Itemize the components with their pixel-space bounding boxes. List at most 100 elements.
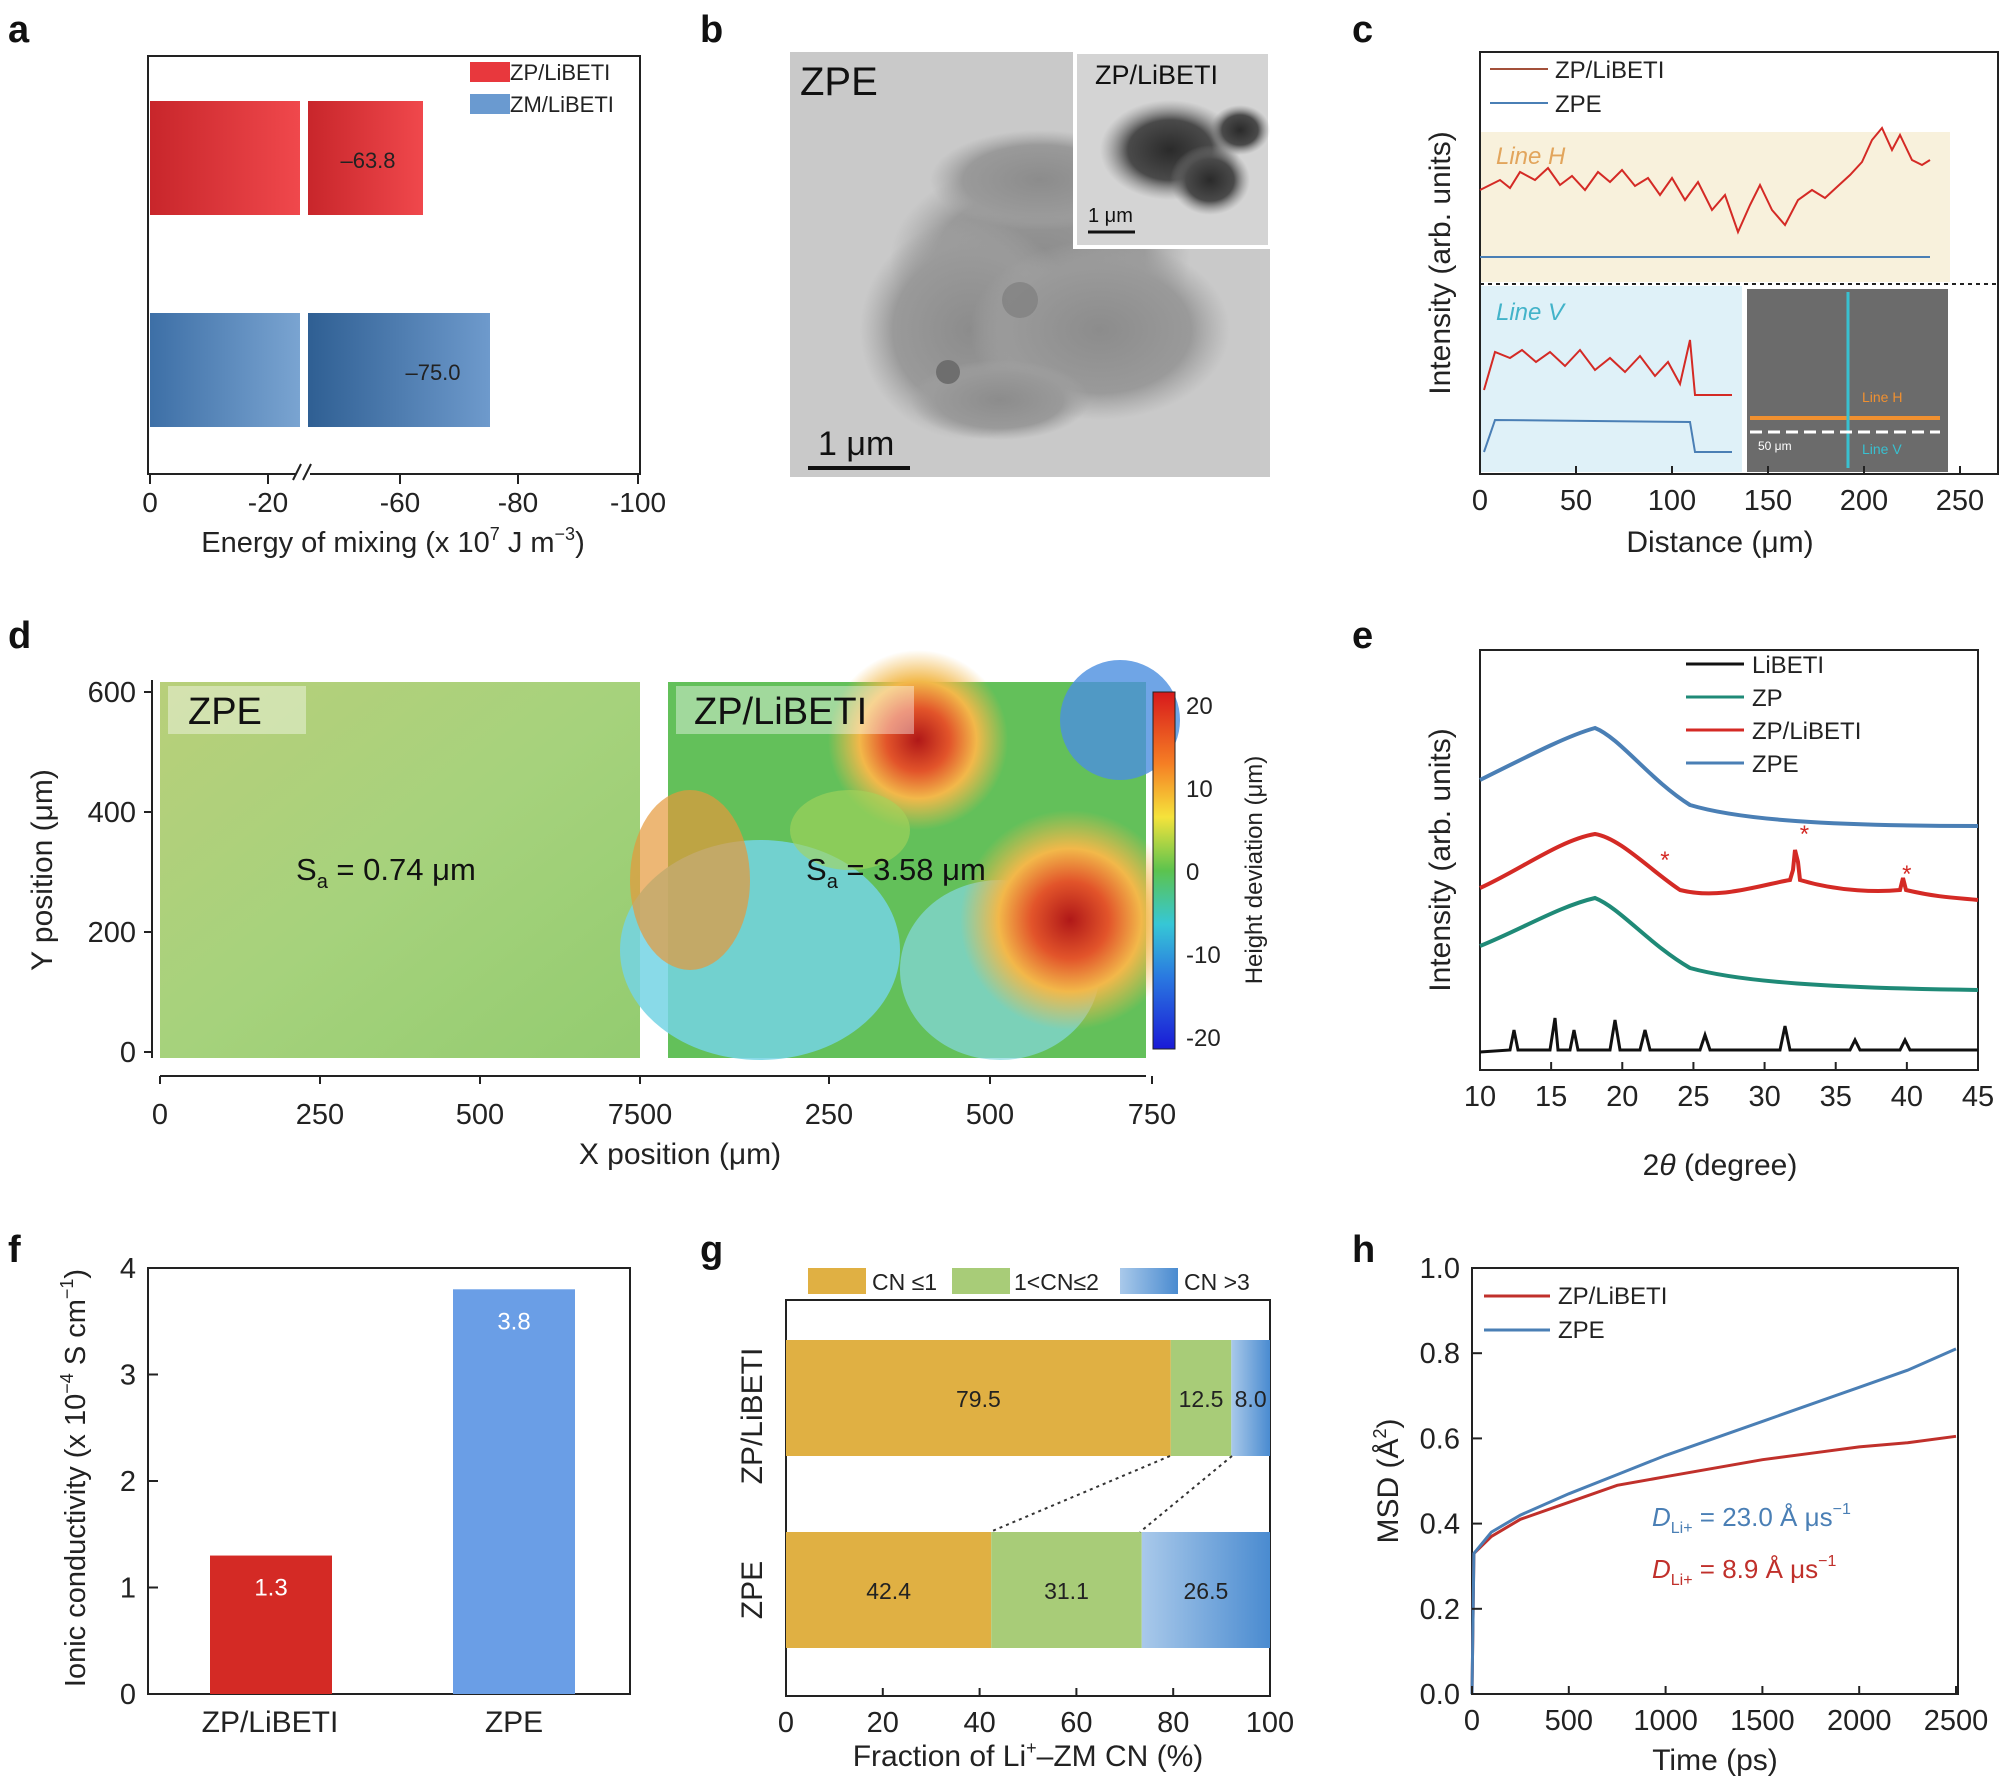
e-xtick-tick-label: 15 [1535, 1081, 1567, 1113]
panel-e: * * * LiBETI ZP ZP/LiBETI ZPE Intensity (a… [1424, 649, 1994, 1182]
d-map-label-zp-libeti: ZP/LiBETI [694, 691, 867, 733]
f-ytick-label: 3 [120, 1360, 136, 1392]
h-series-line-1 [1470, 1347, 1957, 1695]
d-ytick-label: 600 [88, 677, 136, 709]
d-xtick-label: 7500 [608, 1099, 673, 1131]
c-line-h-zp-libeti [1479, 126, 1931, 235]
a-bar-zm-libeti [150, 313, 300, 427]
g-legend-swatch-2 [1120, 1268, 1178, 1294]
h-annotation-zpe: DLi+ = 23.0 Å μs−1 [1652, 1501, 1851, 1537]
c-legend-zp-libeti: ZP/LiBETI [1555, 57, 1664, 84]
e-legend-zp-libeti: ZP/LiBETI [1752, 718, 1861, 745]
d-ytick-label: 0 [120, 1037, 136, 1069]
c-inset-scale: 50 μm [1758, 439, 1792, 453]
d-xlabel: X position (μm) [579, 1138, 781, 1171]
panel-letter-f: f [8, 1229, 21, 1271]
h-ytick-label: 0.0 [1420, 1679, 1460, 1711]
d-xtick-label: 750 [1128, 1099, 1176, 1131]
e-legend-libeti: LiBETI [1752, 652, 1824, 679]
panel-g: 79.5 12.5 8.0 42.4 31.1 26.5 CN ≤1 1<CN≤2 CN … [736, 1268, 1294, 1773]
e-peak-star: * [1800, 821, 1809, 848]
a-bar-zp-libeti-right [308, 101, 423, 215]
h-ytick-label: 1.0 [1420, 1253, 1460, 1285]
c-xtick-tick-label: 0 [1472, 485, 1488, 517]
g-bar-0-1 [1170, 1340, 1232, 1456]
g-xtick-tick-label: 100 [1246, 1707, 1294, 1739]
a-value-zm-libeti: –75.0 [405, 360, 460, 385]
g-ytick-zpe: ZPE [736, 1561, 769, 1619]
b-scale-label: 1 μm [818, 425, 894, 463]
h-ytick-label: 0.6 [1420, 1423, 1460, 1455]
d-colorbar-tick: 10 [1186, 776, 1213, 803]
a-frame [147, 55, 641, 475]
g-legend-label-1: 1<CN≤2 [1014, 1269, 1099, 1295]
g-legend-label-0: CN ≤1 [872, 1269, 937, 1295]
c-line-v-region [1480, 286, 1742, 472]
e-peak-star: * [1660, 847, 1669, 874]
panel-letter-e: e [1352, 615, 1373, 657]
e-xtick-tick-label: 20 [1606, 1081, 1638, 1113]
g-xtick-tick-label: 80 [1157, 1707, 1189, 1739]
d-colorbar-label: Height deviation (μm) [1241, 756, 1268, 985]
f-ytick-label: 0 [120, 1679, 136, 1711]
d-ytick-label: 400 [88, 797, 136, 829]
e-xtick-tick-label: 30 [1748, 1081, 1780, 1113]
h-annotation-zp-libeti: DLi+ = 8.9 Å μs−1 [1652, 1553, 1836, 1589]
h-xlabel: Time (ps) [1652, 1744, 1778, 1777]
g-connector-2 [1139, 1455, 1233, 1533]
e-line-zpe [1479, 725, 1979, 828]
e-xtick-tick-label: 45 [1962, 1081, 1994, 1113]
e-line-zp [1479, 895, 1979, 992]
g-bar-label-1-2: 26.5 [1183, 1578, 1228, 1604]
h-ytick-label: 0.8 [1420, 1338, 1460, 1370]
h-xtick-tick-label: 2000 [1827, 1705, 1892, 1737]
d-map-zp-libeti [620, 650, 1180, 1060]
d-xtick-label: 250 [805, 1099, 853, 1131]
a-xtick-0: 0 [142, 487, 158, 518]
h-xtick-tick-label: 1000 [1633, 1705, 1698, 1737]
a-value-zp-libeti: –63.8 [340, 148, 395, 173]
a-xtick-1: -20 [248, 487, 288, 518]
e-legend-zpe: ZPE [1752, 751, 1799, 778]
g-bar-1-0 [786, 1532, 992, 1648]
h-ylabel: MSD (Å2) [1370, 1418, 1405, 1543]
g-bar-1-1 [991, 1532, 1142, 1648]
g-bar-0-2 [1231, 1340, 1270, 1456]
c-legend-zpe: ZPE [1555, 91, 1602, 118]
c-xlabel: Distance (μm) [1626, 526, 1813, 559]
a-xtick-3: -80 [498, 487, 538, 518]
g-connector-1 [989, 1455, 1171, 1533]
h-xtick-tick-label: 1500 [1730, 1705, 1795, 1737]
panel-f: 1.3 3.8 0 1 2 3 4 ZP/LiBETI ZPE Ionic conduct… [57, 1253, 631, 1739]
g-bar-1-2 [1141, 1532, 1270, 1648]
h-frame [1471, 1267, 1959, 1695]
h-legend-zp-libeti: ZP/LiBETI [1558, 1283, 1667, 1310]
g-legend-swatch-0 [808, 1268, 866, 1294]
d-map-zpe [160, 682, 640, 1058]
a-bar-zp-libeti [150, 101, 300, 215]
d-xtick-label: 500 [966, 1099, 1014, 1131]
e-xtick-tick-label: 25 [1677, 1081, 1709, 1113]
e-line-libeti [1479, 1017, 1978, 1054]
g-legend-label-2: CN >3 [1184, 1269, 1250, 1295]
c-inset-label-h: Line H [1862, 389, 1902, 405]
g-bar-0-0 [786, 1340, 1171, 1456]
d-xtick-label: 0 [152, 1099, 168, 1131]
h-xtick-tick-label: 500 [1545, 1705, 1593, 1737]
c-xtick-tick-label: 150 [1744, 485, 1792, 517]
e-xtick-tick-label: 35 [1820, 1081, 1852, 1113]
panel-letter-d: d [8, 615, 31, 657]
panel-letter-g: g [700, 1229, 723, 1271]
g-xtick-tick-label: 60 [1060, 1707, 1092, 1739]
f-ytick-label: 2 [120, 1466, 136, 1498]
a-legend-swatch-zm [470, 94, 510, 114]
g-bar-label-1-1: 31.1 [1044, 1578, 1089, 1604]
d-ytick-label: 200 [88, 917, 136, 949]
a-legend-label-zp: ZP/LiBETI [510, 60, 610, 85]
g-bar-label-0-1: 12.5 [1179, 1386, 1224, 1412]
b-label-zpe: ZPE [800, 60, 878, 104]
g-bar-label-0-0: 79.5 [956, 1386, 1001, 1412]
h-legend-zpe: ZPE [1558, 1317, 1605, 1344]
g-xtick-tick-label: 40 [963, 1707, 995, 1739]
